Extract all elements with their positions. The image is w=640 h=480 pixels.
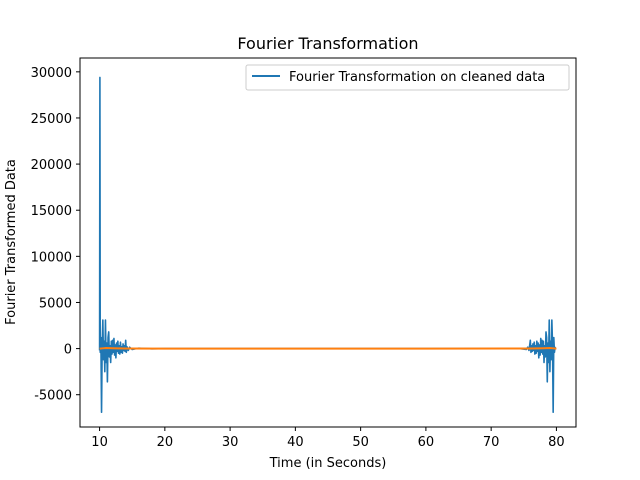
x-tick-label: 10 <box>91 435 108 450</box>
x-tick-label: 50 <box>352 435 369 450</box>
x-axis-label: Time (in Seconds) <box>269 456 387 471</box>
x-tick-label: 30 <box>222 435 239 450</box>
x-tick-label: 20 <box>157 435 174 450</box>
y-axis-label: Fourier Transformed Data <box>4 159 19 325</box>
legend: Fourier Transformation on cleaned data <box>245 64 570 91</box>
y-tick-label: 30000 <box>31 66 72 81</box>
chart-title: Fourier Transformation <box>237 34 418 53</box>
x-tick-label: 40 <box>287 435 304 450</box>
x-tick-label: 70 <box>483 435 500 450</box>
series-line-orange <box>99 347 557 350</box>
legend-label: Fourier Transformation on cleaned data <box>289 70 545 85</box>
y-tick-label: 20000 <box>31 158 72 173</box>
plot-frame <box>79 57 577 428</box>
y-tick-label: 10000 <box>31 250 72 265</box>
y-axis: -5000 0 5000 10000 15000 20000 25000 30000 <box>31 66 80 404</box>
x-axis: 10 20 30 40 50 60 70 80 <box>91 427 565 450</box>
y-tick-label: 25000 <box>31 112 72 127</box>
y-tick-label: 15000 <box>31 204 72 219</box>
plot-area <box>80 58 576 427</box>
x-tick-label: 60 <box>418 435 435 450</box>
series-1 <box>99 347 557 350</box>
y-tick-label: 0 <box>64 343 72 358</box>
y-tick-label: 5000 <box>39 296 72 311</box>
y-tick-label: -5000 <box>34 389 72 404</box>
series-layer <box>98 76 557 414</box>
legend-box <box>245 64 570 91</box>
x-tick-label: 80 <box>548 435 565 450</box>
